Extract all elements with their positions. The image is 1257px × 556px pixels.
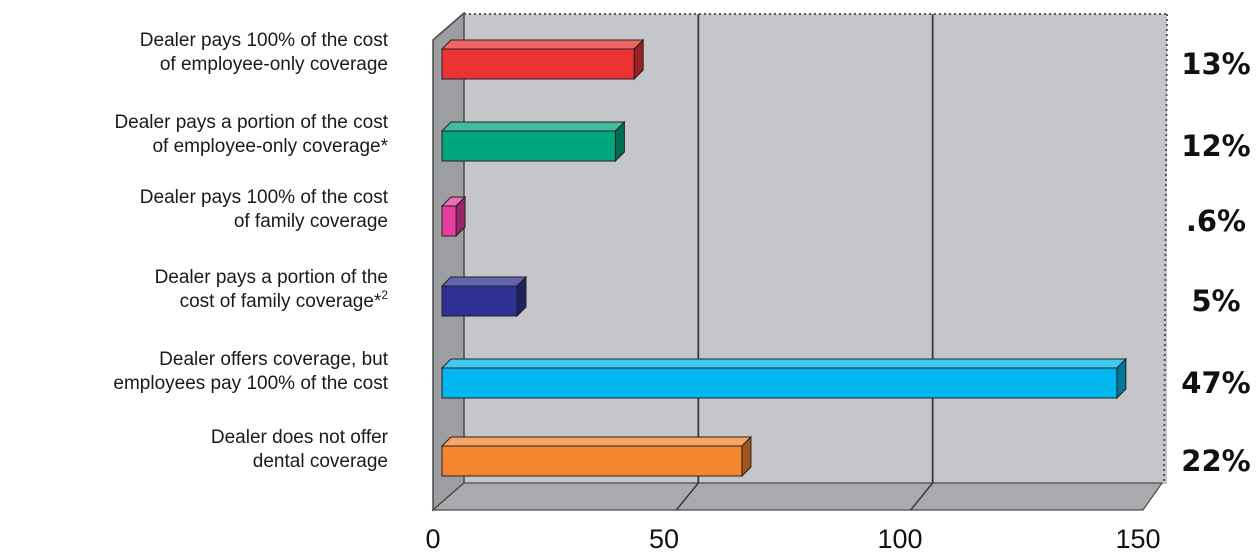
category-label-4-line-1: Dealer pays a portion of the — [155, 267, 388, 288]
percent-labels: 13% 12% .6% 5% 47% 22% — [1181, 47, 1250, 478]
x-tick-label-100: 100 — [877, 524, 922, 554]
category-label-1-line-1: Dealer pays 100% of the cost — [140, 30, 389, 51]
percent-label-4: 5% — [1191, 284, 1240, 318]
bar-1 — [440, 38, 645, 81]
bar-6 — [440, 435, 753, 478]
category-label-2-line-1: Dealer pays a portion of the cost — [114, 112, 388, 133]
percent-label-5: 47% — [1181, 366, 1250, 400]
bar-5 — [440, 357, 1128, 400]
x-tick-label-0: 0 — [425, 524, 440, 554]
bars — [440, 38, 1128, 478]
category-label-4-line-2: cost of family coverage*2 — [180, 288, 389, 312]
category-label-5-line-1: Dealer offers coverage, but — [159, 349, 389, 370]
category-label-2-line-2: of employee-only coverage* — [152, 136, 388, 157]
x-axis-tick-labels: 0 50 100 150 — [425, 524, 1160, 554]
category-label-6-line-2: dental coverage — [253, 451, 388, 472]
percent-label-1: 13% — [1181, 47, 1250, 81]
floor-gridline-100 — [910, 482, 934, 511]
category-label-3-line-2: of family coverage — [234, 211, 388, 232]
category-label-6-line-1: Dealer does not offer — [211, 427, 389, 448]
category-label-1-line-2: of employee-only coverage — [160, 54, 388, 75]
category-label-5-line-2: employees pay 100% of the cost — [113, 373, 388, 394]
percent-label-2: 12% — [1181, 129, 1250, 163]
bar-4 — [440, 275, 528, 318]
category-label-3-line-1: Dealer pays 100% of the cost — [140, 187, 389, 208]
percent-label-6: 22% — [1181, 444, 1250, 478]
gridlines — [675, 14, 934, 511]
bar-3 — [440, 195, 467, 238]
percent-label-3: .6% — [1186, 204, 1246, 238]
plot-background — [431, 11, 1168, 512]
x-tick-label-50: 50 — [649, 524, 679, 554]
x-tick-label-150: 150 — [1115, 524, 1160, 554]
category-labels: Dealer pays 100% of the cost of employee-… — [113, 30, 388, 472]
floor-gridline-50 — [675, 482, 699, 511]
bar-2 — [440, 120, 626, 163]
